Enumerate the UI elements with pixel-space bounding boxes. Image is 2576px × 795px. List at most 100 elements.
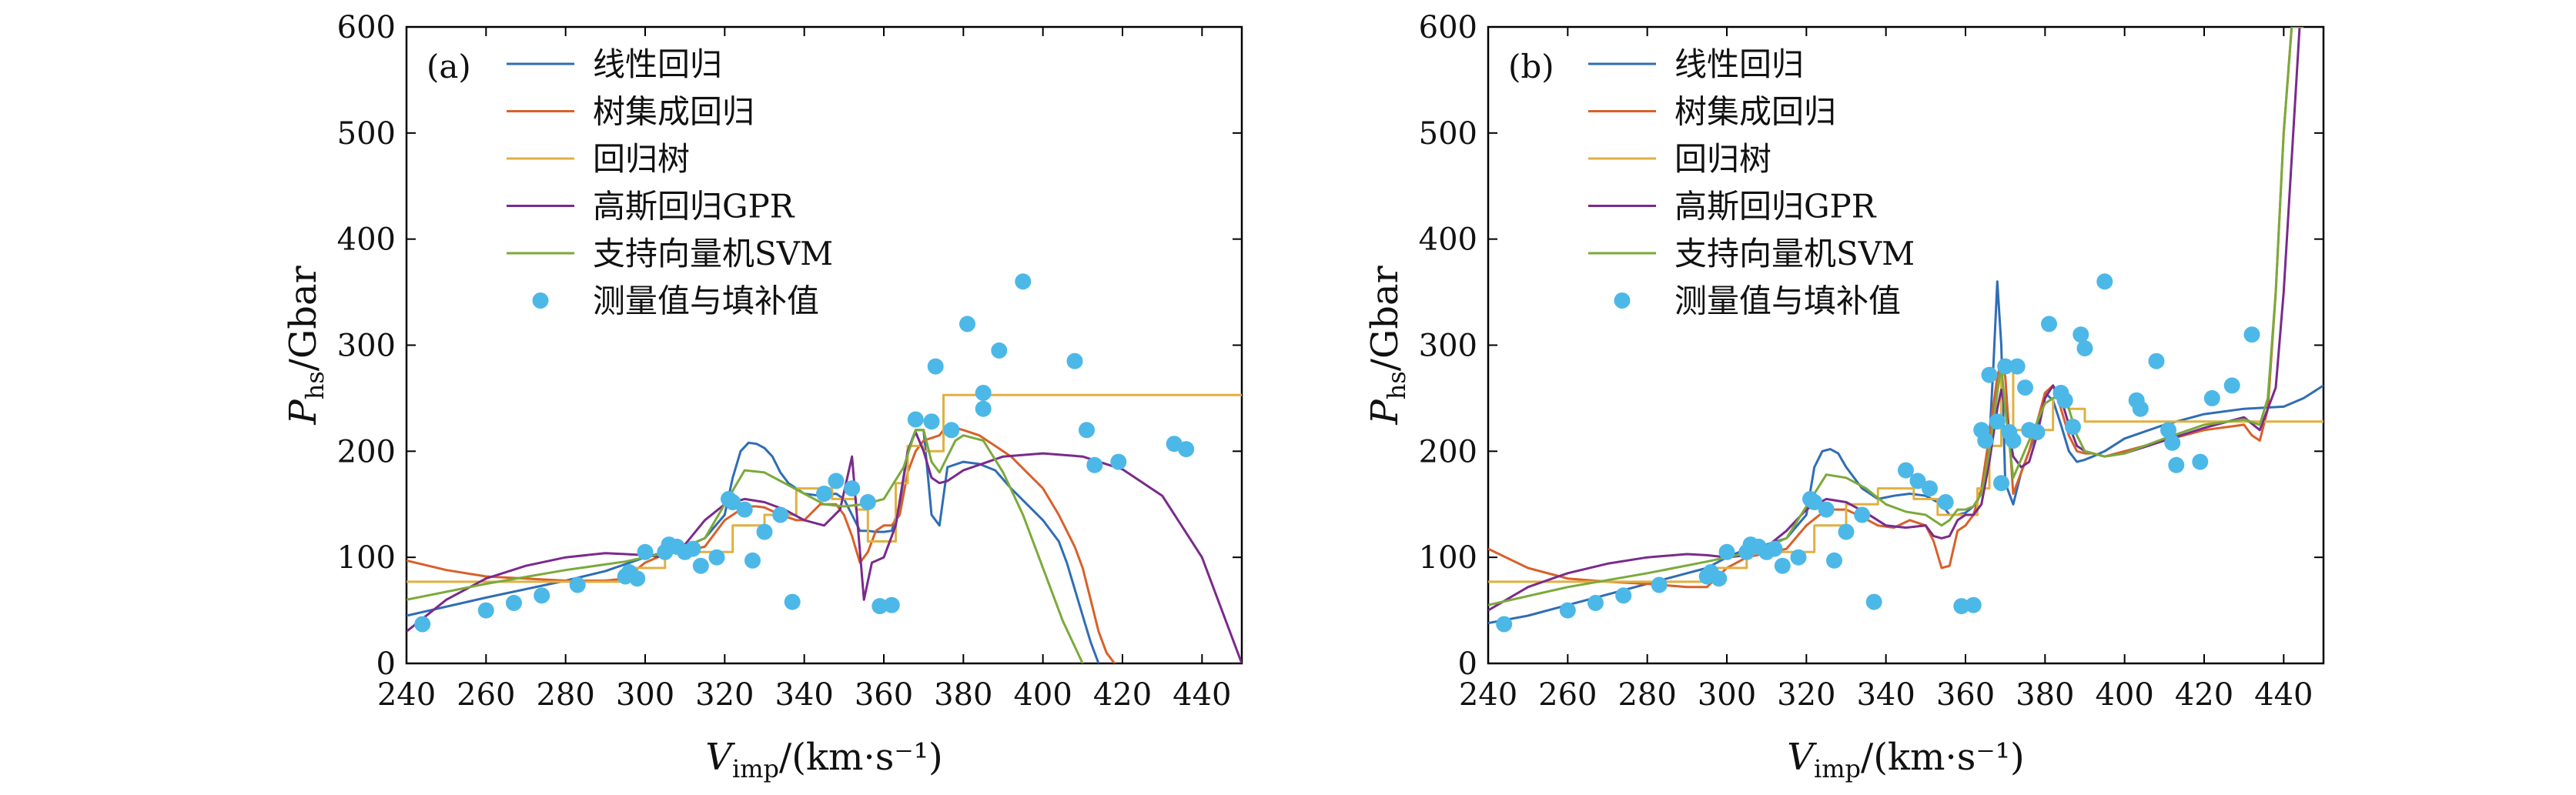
data-point — [883, 596, 900, 613]
legend-swatch-points — [532, 292, 549, 309]
data-point — [2096, 273, 2113, 290]
y-tick-label: 300 — [1419, 329, 1477, 364]
legend-label: 高斯回归GPR — [1674, 188, 1877, 225]
data-point — [1826, 552, 1842, 569]
plot-frame — [1487, 25, 2325, 665]
y-tick-label: 400 — [1419, 222, 1477, 258]
plot-area — [1488, 27, 2323, 633]
x-tick-label: 300 — [1698, 677, 1756, 713]
data-point — [1066, 352, 1083, 369]
legend-label: 树集成回归 — [593, 93, 754, 131]
y-tick-label: 0 — [376, 646, 396, 682]
y-tick-label: 300 — [337, 329, 396, 364]
legend-label: 支持向量机SVM — [593, 235, 833, 272]
data-point — [1178, 441, 1195, 458]
data-point — [844, 480, 861, 497]
legend-label: 测量值与填补值 — [593, 282, 819, 320]
legend-label: 树集成回归 — [1674, 93, 1836, 131]
x-tick-label: 420 — [1093, 677, 1152, 713]
data-point — [816, 486, 832, 502]
series-line-linear — [406, 429, 1100, 663]
data-point — [927, 358, 944, 375]
y-tick-label: 200 — [337, 434, 396, 469]
data-point — [1953, 598, 1970, 615]
x-tick-label: 260 — [457, 677, 515, 713]
data-point — [2203, 389, 2220, 406]
data-point — [2009, 358, 2026, 375]
data-point — [1997, 358, 2014, 375]
legend-label: 回归树 — [593, 140, 690, 178]
x-tick-label: 440 — [2254, 677, 2313, 713]
data-point — [692, 557, 709, 574]
x-tick-label: 440 — [1173, 677, 1231, 713]
legend-label: 线性回归 — [1674, 45, 1804, 83]
data-point — [637, 543, 654, 560]
data-point — [1718, 543, 1735, 560]
x-tick-label: 340 — [1856, 677, 1915, 713]
data-point — [1989, 413, 2006, 430]
data-point — [1110, 453, 1127, 470]
data-point — [2164, 434, 2181, 451]
x-tick-label: 320 — [695, 677, 754, 713]
x-tick-label: 320 — [1777, 677, 1835, 713]
data-point — [2132, 400, 2149, 417]
data-point — [2029, 424, 2046, 440]
data-point — [569, 576, 586, 593]
data-point — [1854, 506, 1871, 523]
data-point — [907, 411, 924, 428]
data-point — [534, 587, 550, 604]
y-tick-label: 500 — [1419, 116, 1477, 152]
plot-frame — [405, 25, 1243, 665]
data-point — [2243, 326, 2260, 343]
data-point — [2168, 456, 2185, 473]
x-tick-label: 240 — [377, 677, 436, 713]
data-point — [708, 549, 725, 566]
data-point — [1086, 456, 1103, 473]
y-tick-label: 200 — [1419, 434, 1477, 469]
x-tick-label: 360 — [855, 677, 913, 713]
data-point — [975, 385, 992, 401]
data-point — [859, 494, 876, 510]
data-point — [975, 400, 992, 417]
data-point — [2192, 453, 2209, 470]
x-tick-label: 340 — [774, 677, 833, 713]
data-point — [784, 593, 801, 610]
data-point — [736, 501, 753, 518]
x-tick-label: 380 — [934, 677, 992, 713]
data-point — [477, 602, 494, 619]
data-point — [1865, 593, 1882, 610]
data-point — [943, 422, 960, 439]
data-point — [1015, 273, 1032, 290]
data-point — [1909, 473, 1926, 489]
x-tick-label: 380 — [2016, 677, 2074, 713]
data-point — [2017, 379, 2033, 396]
chart-panel-a: 240 260 280 300 320 340 360 380 400 420 440 0 100 200… — [282, 10, 1243, 783]
y-axis-label: Phs/Gbar — [282, 266, 330, 425]
data-point — [1981, 366, 1998, 383]
data-point — [2041, 316, 2057, 332]
data-point — [2076, 340, 2093, 357]
data-point — [1965, 596, 1982, 613]
y-tick-label: 600 — [1419, 10, 1477, 45]
data-point — [724, 494, 741, 510]
data-point — [991, 342, 1008, 359]
x-tick-label: 240 — [1459, 677, 1517, 713]
data-point — [1651, 576, 1668, 593]
x-axis-label: Vimp/(km·s⁻¹) — [705, 736, 942, 783]
data-point — [1818, 501, 1835, 518]
data-point — [923, 413, 940, 430]
data-point — [414, 616, 431, 633]
chart-panel-b: 240 260 280 300 320 340 360 380 400 420 440 0 100 200… — [1363, 10, 2325, 783]
y-tick-label: 100 — [337, 540, 396, 576]
x-axis-label: Vimp/(km·s⁻¹) — [1787, 736, 2024, 783]
x-tick-label: 420 — [2175, 677, 2233, 713]
data-point — [1615, 587, 1632, 604]
panel-label: (b) — [1508, 48, 1554, 85]
data-point — [684, 540, 701, 557]
data-point — [2160, 422, 2176, 439]
data-point — [2073, 326, 2089, 343]
data-point — [1838, 523, 1855, 540]
